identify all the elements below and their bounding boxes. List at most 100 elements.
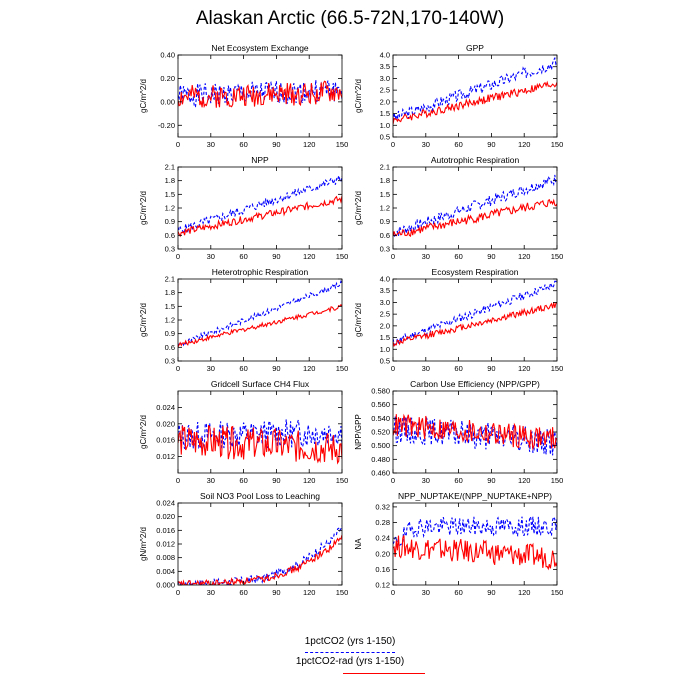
x-tick-label: 150 bbox=[336, 588, 349, 597]
x-tick-label: 0 bbox=[176, 588, 180, 597]
x-tick-label: 60 bbox=[454, 140, 462, 149]
plot-frame bbox=[177, 502, 343, 586]
x-tick-label: 0 bbox=[176, 140, 180, 149]
x-tick-label: 150 bbox=[551, 140, 564, 149]
y-axis-label: gC/m^2/d bbox=[139, 79, 148, 113]
y-axis-label: NA bbox=[354, 538, 363, 550]
x-tick-label: 120 bbox=[303, 364, 316, 373]
x-tick-label: 30 bbox=[207, 140, 215, 149]
series-line-1 bbox=[178, 303, 342, 348]
y-tick-label: 4.0 bbox=[380, 51, 390, 60]
y-tick-label: 0.5 bbox=[380, 357, 390, 366]
x-tick-label: 60 bbox=[454, 476, 462, 485]
x-tick-label: 0 bbox=[176, 252, 180, 261]
x-tick-label: 90 bbox=[272, 588, 280, 597]
y-tick-label: 0.6 bbox=[380, 231, 390, 240]
figure-title: Alaskan Arctic (66.5-72N,170-140W) bbox=[195, 8, 505, 29]
x-tick-label: 60 bbox=[239, 252, 247, 261]
y-tick-label: 0.9 bbox=[165, 217, 175, 226]
y-tick-label: 0.20 bbox=[160, 74, 175, 83]
y-tick-label: 0.540 bbox=[371, 414, 390, 423]
y-tick-label: 0.3 bbox=[380, 245, 390, 254]
y-tick-label: 0.580 bbox=[371, 387, 390, 396]
series-line-0 bbox=[178, 175, 342, 235]
x-tick-label: 0 bbox=[176, 364, 180, 373]
panel-title: Gridcell Surface CH4 Flux bbox=[211, 379, 310, 389]
y-tick-label: 2.5 bbox=[380, 310, 390, 319]
y-tick-label: 0.004 bbox=[156, 567, 175, 576]
x-tick-label: 90 bbox=[272, 476, 280, 485]
panel-title: Net Ecosystem Exchange bbox=[211, 43, 309, 53]
y-tick-label: 1.5 bbox=[165, 302, 175, 311]
x-tick-label: 30 bbox=[207, 588, 215, 597]
x-tick-label: 120 bbox=[303, 252, 316, 261]
y-tick-label: 1.5 bbox=[380, 109, 390, 118]
y-tick-label: 0.024 bbox=[156, 403, 175, 412]
y-tick-label: 0.008 bbox=[156, 553, 175, 562]
y-tick-label: 1.0 bbox=[380, 345, 390, 354]
y-tick-label: 0.9 bbox=[380, 217, 390, 226]
series-line-0 bbox=[393, 56, 557, 122]
series-line-1 bbox=[393, 413, 557, 451]
y-axis-label: gN/m^2/d bbox=[139, 527, 148, 561]
panel-title: GPP bbox=[466, 43, 484, 53]
panel-4: Heterotrophic Respiration gC/m^2/d 0 30 60 90… bbox=[139, 267, 348, 373]
y-tick-label: 0.560 bbox=[371, 400, 390, 409]
x-tick-label: 150 bbox=[336, 140, 349, 149]
series-line-1 bbox=[393, 80, 557, 125]
y-tick-label: 0.24 bbox=[375, 534, 390, 543]
panel-title: Autotrophic Respiration bbox=[431, 155, 520, 165]
series-line-1 bbox=[393, 198, 557, 238]
y-tick-label: 0.000 bbox=[156, 581, 175, 590]
x-tick-label: 120 bbox=[518, 140, 531, 149]
y-tick-label: 0.012 bbox=[156, 540, 175, 549]
y-axis-label: gC/m^2/d bbox=[139, 415, 148, 449]
x-tick-label: 0 bbox=[176, 476, 180, 485]
x-tick-label: 120 bbox=[518, 252, 531, 261]
y-tick-label: 0.3 bbox=[165, 245, 175, 254]
y-tick-label: 1.5 bbox=[165, 190, 175, 199]
y-tick-label: 0.9 bbox=[165, 329, 175, 338]
series-line-1 bbox=[178, 195, 342, 238]
x-tick-label: 150 bbox=[551, 252, 564, 261]
plot-frame bbox=[177, 54, 343, 138]
y-tick-label: 0.20 bbox=[375, 549, 390, 558]
x-tick-label: 0 bbox=[391, 364, 395, 373]
plot-frame bbox=[392, 502, 558, 586]
y-tick-label: 2.0 bbox=[380, 321, 390, 330]
y-tick-label: 0.12 bbox=[375, 581, 390, 590]
x-tick-label: 60 bbox=[454, 364, 462, 373]
y-axis-label: gC/m^2/d bbox=[354, 191, 363, 225]
panel-title: NPP bbox=[251, 155, 269, 165]
y-tick-label: 0.020 bbox=[156, 419, 175, 428]
panel-8: Soil NO3 Pool Loss to Leaching gN/m^2/d 0 3… bbox=[139, 491, 348, 597]
panel-0: Net Ecosystem Exchange gC/m^2/d 0 30 60 90 120… bbox=[139, 43, 348, 149]
series-line-0 bbox=[393, 515, 557, 547]
x-tick-label: 30 bbox=[207, 364, 215, 373]
x-tick-label: 150 bbox=[336, 252, 349, 261]
x-tick-label: 0 bbox=[391, 140, 395, 149]
x-tick-label: 60 bbox=[239, 476, 247, 485]
x-tick-label: 30 bbox=[422, 588, 430, 597]
x-tick-label: 120 bbox=[303, 588, 316, 597]
y-tick-label: 1.8 bbox=[165, 176, 175, 185]
y-tick-label: 0.460 bbox=[371, 469, 390, 478]
y-tick-label: 3.0 bbox=[380, 298, 390, 307]
plot-frame bbox=[392, 54, 558, 138]
x-tick-label: 120 bbox=[518, 588, 531, 597]
x-tick-label: 150 bbox=[551, 476, 564, 485]
y-tick-label: 1.2 bbox=[165, 316, 175, 325]
plot-frame bbox=[392, 278, 558, 362]
x-tick-label: 60 bbox=[239, 364, 247, 373]
x-tick-label: 0 bbox=[391, 252, 395, 261]
y-tick-label: 0.024 bbox=[156, 499, 175, 508]
y-tick-label: 0.3 bbox=[165, 357, 175, 366]
y-tick-label: 0.480 bbox=[371, 455, 390, 464]
x-tick-label: 150 bbox=[336, 476, 349, 485]
series-line-0 bbox=[393, 174, 557, 239]
x-tick-label: 60 bbox=[454, 252, 462, 261]
y-tick-label: 0.32 bbox=[375, 502, 390, 511]
panel-2: NPP gC/m^2/d 0 30 60 90 120 150 0.3 0.6 0.9 1.2 1.5 1… bbox=[139, 155, 348, 261]
x-tick-label: 90 bbox=[272, 364, 280, 373]
